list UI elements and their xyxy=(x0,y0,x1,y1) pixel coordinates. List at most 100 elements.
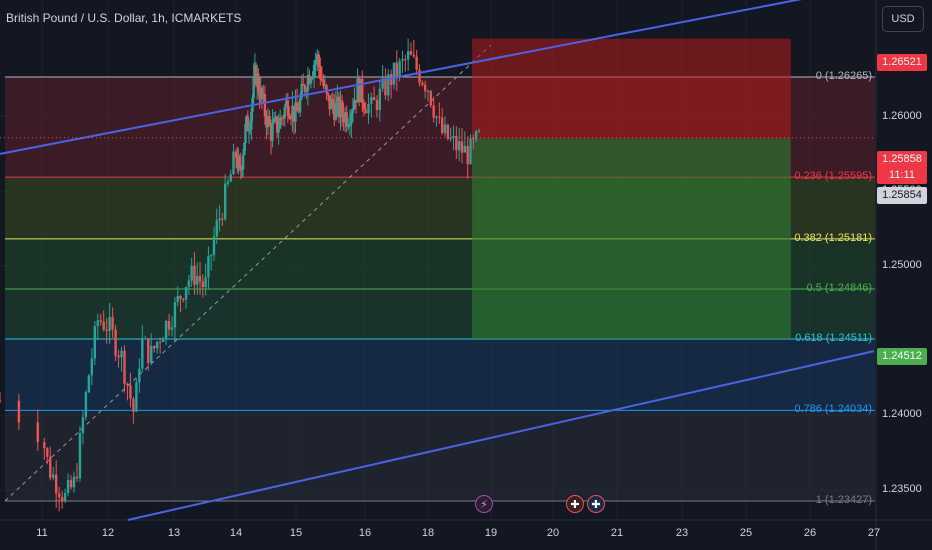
candle-body xyxy=(46,448,49,457)
candle-body xyxy=(193,265,196,285)
candle-body xyxy=(0,400,2,402)
uk-flag-icon[interactable]: ✚ xyxy=(566,495,584,513)
candle-body xyxy=(238,157,241,166)
candle-body xyxy=(322,80,325,87)
candle-body xyxy=(357,78,361,102)
candle-body xyxy=(117,355,120,358)
candle-body xyxy=(457,141,461,151)
candle-body xyxy=(443,124,447,133)
candle-body xyxy=(466,145,469,165)
candle-body xyxy=(72,476,76,488)
candle-body xyxy=(463,145,467,153)
candle-body xyxy=(311,76,314,79)
candle-body xyxy=(271,122,274,141)
parallel-channel xyxy=(0,0,875,521)
candle-body xyxy=(392,62,396,85)
lightning-icon[interactable]: ⚡ xyxy=(475,495,493,513)
candle-body xyxy=(362,102,365,110)
candle-body xyxy=(314,60,317,65)
candle-body xyxy=(49,456,52,478)
candle-body xyxy=(280,117,283,119)
candle-body xyxy=(282,117,285,119)
entry-price-badge: 1.25854 xyxy=(877,187,927,204)
candle-body xyxy=(415,56,418,70)
candle-body xyxy=(132,398,135,412)
candle-body xyxy=(247,130,251,132)
candle-body xyxy=(241,155,245,170)
candle-body xyxy=(234,151,238,158)
candle-body xyxy=(187,280,191,287)
candle-body xyxy=(60,497,64,501)
candle-body xyxy=(326,93,330,96)
candle-body xyxy=(90,358,94,376)
date-tick-label: 21 xyxy=(610,527,624,539)
candle-body xyxy=(102,321,105,330)
candle-body xyxy=(460,141,464,153)
candle-body xyxy=(248,129,252,131)
candle-body xyxy=(265,116,268,128)
candle-body xyxy=(300,83,303,99)
candle-body xyxy=(378,88,382,111)
candle-body xyxy=(297,110,300,113)
candle-body xyxy=(353,99,356,109)
candle-body xyxy=(395,62,399,77)
fib-level-label: 0.618 (1.24511) xyxy=(795,332,872,345)
fib-level-label: 1 (1.23427) xyxy=(815,494,872,507)
candle-body xyxy=(182,298,185,300)
candle-body xyxy=(342,114,345,123)
stop-price-badge: 1.26521 xyxy=(877,54,927,71)
candle-body xyxy=(179,296,182,299)
candle-body xyxy=(161,339,165,342)
candle-body xyxy=(173,302,177,328)
candle-body xyxy=(292,105,296,122)
candle-body xyxy=(75,476,79,479)
channel-upper-line xyxy=(0,0,802,155)
candle-body xyxy=(339,100,342,118)
candle-body xyxy=(398,60,401,77)
channel-lower-line xyxy=(127,350,875,521)
candle-body xyxy=(469,138,472,165)
us-flag-icon[interactable]: ✚ xyxy=(587,495,605,513)
candle-body xyxy=(153,345,156,349)
candle-body xyxy=(69,480,73,488)
candle-body xyxy=(302,83,305,86)
candle-body xyxy=(312,64,316,77)
candle-body xyxy=(446,124,450,139)
candle-body xyxy=(263,93,267,117)
candle-body xyxy=(295,102,299,111)
candle-body xyxy=(435,116,438,118)
candle-body xyxy=(406,51,410,60)
candle-body xyxy=(291,105,294,119)
candle-body xyxy=(381,78,384,89)
candle-body xyxy=(449,137,452,139)
candle-body xyxy=(17,400,21,423)
currency-button[interactable]: USD xyxy=(882,6,924,32)
candle-body xyxy=(184,286,188,300)
date-tick-label: 20 xyxy=(546,527,560,539)
candle-body xyxy=(432,105,435,118)
candle-body xyxy=(141,338,144,369)
candle-body xyxy=(294,102,297,122)
candle-body xyxy=(99,320,102,322)
candle-body xyxy=(474,131,478,140)
candle-body xyxy=(246,116,250,132)
candle-body xyxy=(472,138,475,140)
candle-body xyxy=(348,123,352,127)
price-tick-label: 1.23500 xyxy=(882,483,922,496)
price-tick-label: 1.24000 xyxy=(882,408,922,421)
candle-body xyxy=(306,74,310,92)
date-tick-label: 13 xyxy=(167,527,181,539)
candle-body xyxy=(289,118,293,120)
candle-body xyxy=(147,338,150,363)
candle-body xyxy=(212,236,216,256)
candle-body xyxy=(239,165,243,171)
candle-body xyxy=(229,174,232,182)
candle-body xyxy=(316,54,319,61)
short-position-tool xyxy=(472,38,791,339)
candle-body xyxy=(170,327,174,330)
candle-body xyxy=(232,151,235,175)
candle-body xyxy=(364,109,367,114)
current-price-badge: 1.25858 xyxy=(877,151,927,168)
candle-body xyxy=(207,256,210,278)
